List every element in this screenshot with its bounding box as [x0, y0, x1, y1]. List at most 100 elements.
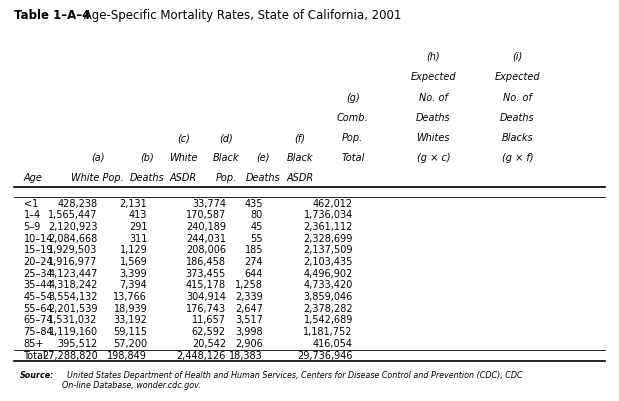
Text: 2,137,509: 2,137,509: [303, 245, 353, 255]
Text: White Pop.: White Pop.: [71, 172, 124, 182]
Text: Total: Total: [341, 152, 365, 162]
Text: Comb.: Comb.: [337, 113, 369, 123]
Text: Deaths: Deaths: [246, 172, 280, 182]
Text: 85+: 85+: [24, 338, 44, 348]
Text: 2,084,668: 2,084,668: [48, 233, 98, 243]
Text: (a): (a): [91, 152, 105, 162]
Text: 10–14: 10–14: [24, 233, 53, 243]
Text: 4,733,420: 4,733,420: [303, 280, 353, 290]
Text: <1: <1: [24, 198, 38, 208]
Text: 1,916,977: 1,916,977: [48, 257, 98, 266]
Text: 59,115: 59,115: [113, 326, 147, 336]
Text: 311: 311: [129, 233, 147, 243]
Text: 45–54: 45–54: [24, 292, 53, 301]
Text: Black: Black: [213, 152, 239, 162]
Text: White: White: [169, 152, 197, 162]
Text: 1–4: 1–4: [24, 210, 41, 220]
Text: Deaths: Deaths: [130, 172, 165, 182]
Text: 2,120,923: 2,120,923: [48, 222, 98, 231]
Text: 3,998: 3,998: [235, 326, 263, 336]
Text: 2,328,699: 2,328,699: [303, 233, 353, 243]
Text: Total: Total: [24, 350, 46, 360]
Text: 2,103,435: 2,103,435: [303, 257, 353, 266]
Text: 395,512: 395,512: [58, 338, 98, 348]
Text: 4,318,242: 4,318,242: [48, 280, 98, 290]
Text: (e): (e): [256, 152, 270, 162]
Text: 240,189: 240,189: [186, 222, 226, 231]
Text: ASDR: ASDR: [170, 172, 197, 182]
Text: 18,383: 18,383: [229, 350, 263, 360]
Text: 33,774: 33,774: [192, 198, 226, 208]
Text: 1,565,447: 1,565,447: [48, 210, 98, 220]
Text: Age-Specific Mortality Rates, State of California, 2001: Age-Specific Mortality Rates, State of C…: [80, 9, 402, 22]
Text: 33,192: 33,192: [113, 315, 147, 324]
Text: 291: 291: [129, 222, 147, 231]
Text: Deaths: Deaths: [500, 113, 535, 123]
Text: 2,448,126: 2,448,126: [176, 350, 226, 360]
Text: 2,339: 2,339: [235, 292, 263, 301]
Text: 55–64: 55–64: [24, 303, 53, 313]
Text: ASDR: ASDR: [286, 172, 313, 182]
Text: (b): (b): [141, 152, 154, 162]
Text: 416,054: 416,054: [313, 338, 353, 348]
Text: 462,012: 462,012: [313, 198, 353, 208]
Text: 5–9: 5–9: [24, 222, 41, 231]
Text: 413: 413: [129, 210, 147, 220]
Text: 11,657: 11,657: [192, 315, 226, 324]
Text: 198,849: 198,849: [108, 350, 147, 360]
Text: 644: 644: [245, 268, 263, 278]
Text: 244,031: 244,031: [186, 233, 226, 243]
Text: (g × f): (g × f): [502, 152, 533, 162]
Text: 20–24: 20–24: [24, 257, 53, 266]
Text: 186,458: 186,458: [186, 257, 226, 266]
Text: 2,361,112: 2,361,112: [303, 222, 353, 231]
Text: 1,181,752: 1,181,752: [303, 326, 353, 336]
Text: 1,531,032: 1,531,032: [48, 315, 98, 324]
Text: No. of: No. of: [419, 93, 448, 103]
Text: Source:: Source:: [20, 370, 54, 379]
Text: 4,496,902: 4,496,902: [303, 268, 353, 278]
Text: 29,736,946: 29,736,946: [297, 350, 353, 360]
Text: 20,542: 20,542: [192, 338, 226, 348]
Text: 18,939: 18,939: [113, 303, 147, 313]
Text: 55: 55: [251, 233, 263, 243]
Text: 1,929,503: 1,929,503: [48, 245, 98, 255]
Text: Age: Age: [24, 172, 42, 182]
Text: 1,119,160: 1,119,160: [49, 326, 98, 336]
Text: Deaths: Deaths: [416, 113, 451, 123]
Text: 2,906: 2,906: [235, 338, 263, 348]
Text: 15–19: 15–19: [24, 245, 53, 255]
Text: 7,394: 7,394: [119, 280, 147, 290]
Text: 208,006: 208,006: [186, 245, 226, 255]
Text: 25–34: 25–34: [24, 268, 53, 278]
Text: 428,238: 428,238: [58, 198, 98, 208]
Text: 2,647: 2,647: [235, 303, 263, 313]
Text: 2,378,282: 2,378,282: [303, 303, 353, 313]
Text: Pop.: Pop.: [215, 172, 236, 182]
Text: Whites: Whites: [417, 133, 450, 143]
Text: (f): (f): [294, 133, 305, 143]
Text: 1,129: 1,129: [119, 245, 147, 255]
Text: Blacks: Blacks: [501, 133, 534, 143]
Text: 35–44: 35–44: [24, 280, 53, 290]
Text: Expected: Expected: [410, 72, 456, 82]
Text: 2,201,539: 2,201,539: [48, 303, 98, 313]
Text: 1,542,689: 1,542,689: [303, 315, 353, 324]
Text: 1,736,034: 1,736,034: [303, 210, 353, 220]
Text: 274: 274: [245, 257, 263, 266]
Text: 170,587: 170,587: [186, 210, 226, 220]
Text: Table 1–A–4: Table 1–A–4: [14, 9, 90, 22]
Text: (h): (h): [426, 51, 440, 61]
Text: 65–74: 65–74: [24, 315, 53, 324]
Text: 304,914: 304,914: [186, 292, 226, 301]
Text: 435: 435: [245, 198, 263, 208]
Text: 415,178: 415,178: [186, 280, 226, 290]
Text: (c): (c): [177, 133, 189, 143]
Text: 75–84: 75–84: [24, 326, 53, 336]
Text: 27,288,820: 27,288,820: [42, 350, 98, 360]
Text: 80: 80: [251, 210, 263, 220]
Text: 13,766: 13,766: [113, 292, 147, 301]
Text: Pop.: Pop.: [342, 133, 363, 143]
Text: 57,200: 57,200: [113, 338, 147, 348]
Text: 62,592: 62,592: [192, 326, 226, 336]
